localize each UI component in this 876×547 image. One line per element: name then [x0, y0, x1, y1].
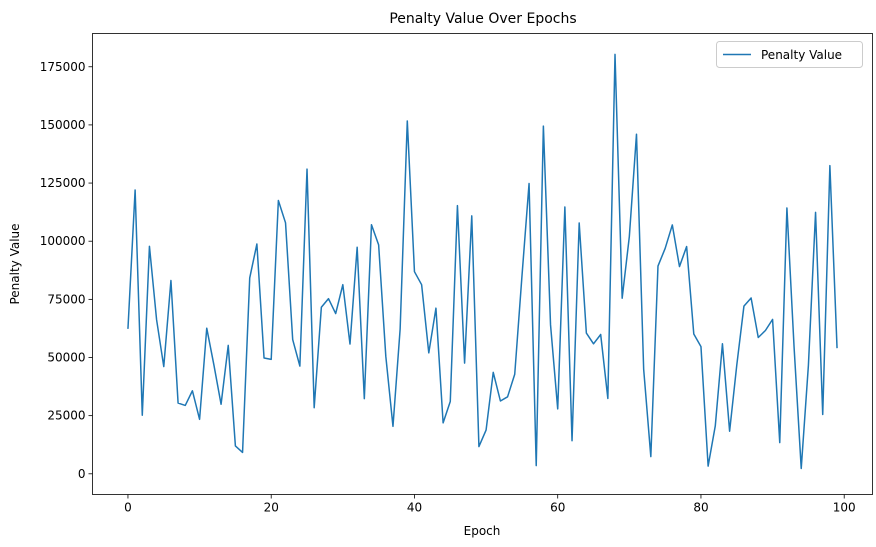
- x-axis-label: Epoch: [464, 524, 501, 538]
- x-tick-label: 60: [550, 501, 565, 515]
- legend: Penalty Value: [716, 41, 863, 68]
- y-tick-label: 50000: [47, 351, 85, 365]
- chart-title: Penalty Value Over Epochs: [389, 11, 576, 27]
- x-tick-label: 100: [833, 501, 856, 515]
- plot-frame: [92, 33, 873, 495]
- y-tick-label: 25000: [47, 409, 85, 423]
- y-tick-label: 100000: [40, 234, 86, 248]
- legend-label: Penalty Value: [761, 48, 842, 62]
- y-axis-label: Penalty Value: [8, 223, 22, 304]
- series-line-0: [127, 53, 838, 470]
- x-tick-label: 40: [407, 501, 422, 515]
- x-tick-label: 80: [693, 501, 708, 515]
- legend-box: [716, 41, 863, 68]
- x-tick-label: 0: [124, 501, 132, 515]
- y-tick-label: 175000: [40, 60, 86, 74]
- x-axis-ticks: 0 20 40 60 80 100: [124, 494, 856, 515]
- y-tick-label: 0: [78, 467, 86, 481]
- plot-area: [127, 53, 838, 470]
- y-tick-label: 125000: [40, 176, 86, 190]
- y-tick-label: 150000: [40, 118, 86, 132]
- y-tick-label: 75000: [47, 292, 85, 306]
- y-axis-ticks: 0 25000 50000 75000 100000 125000 150000 175000: [40, 60, 93, 481]
- x-tick-label: 20: [264, 501, 279, 515]
